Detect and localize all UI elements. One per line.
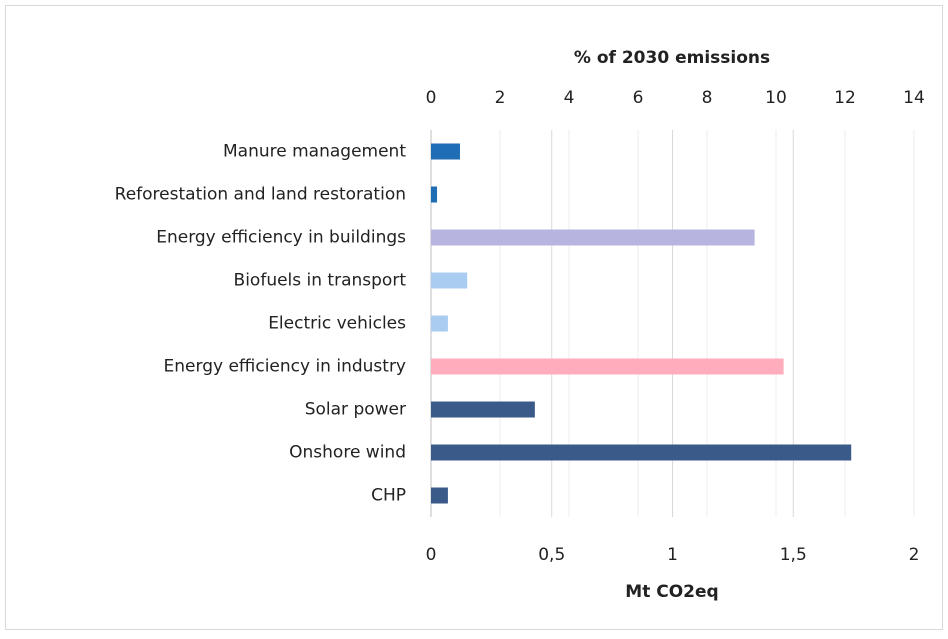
x2-tick-label: 4	[564, 88, 575, 108]
bar	[431, 444, 852, 461]
y-tick-label: Energy efficiency in buildings	[156, 228, 406, 248]
bar	[431, 229, 755, 246]
y-tick-label: Manure management	[223, 142, 406, 162]
y-tick-label: Energy efficiency in industry	[164, 357, 406, 377]
y-tick-label: Reforestation and land restoration	[115, 185, 406, 205]
y-tick-label: CHP	[371, 486, 406, 506]
bar	[431, 272, 468, 289]
x-tick-label: 1,5	[780, 545, 807, 565]
x2-tick-label: 2	[495, 88, 506, 108]
bar	[431, 401, 535, 418]
x-tick-label: 1	[667, 545, 678, 565]
x2-tick-label: 0	[426, 88, 437, 108]
y-tick-label: Electric vehicles	[268, 314, 406, 334]
top-axis-label: % of 2030 emissions	[574, 48, 770, 68]
y-tick-label: Onshore wind	[289, 443, 406, 463]
bar	[431, 315, 448, 332]
x2-tick-label: 12	[834, 88, 856, 108]
y-tick-label: Biofuels in transport	[234, 271, 407, 291]
y-tick-label: Solar power	[305, 400, 406, 420]
x2-tick-label: 8	[702, 88, 713, 108]
chart-border	[5, 5, 943, 630]
bar	[431, 487, 448, 504]
bottom-axis-label: Mt CO2eq	[625, 582, 718, 602]
bar	[431, 186, 438, 203]
x2-tick-label: 6	[633, 88, 644, 108]
bar	[431, 143, 460, 160]
bar	[431, 358, 784, 375]
x2-tick-label: 14	[903, 88, 925, 108]
x-tick-label: 0	[426, 545, 437, 565]
x2-tick-label: 10	[765, 88, 787, 108]
x-tick-label: 0,5	[538, 545, 565, 565]
x-tick-label: 2	[909, 545, 920, 565]
